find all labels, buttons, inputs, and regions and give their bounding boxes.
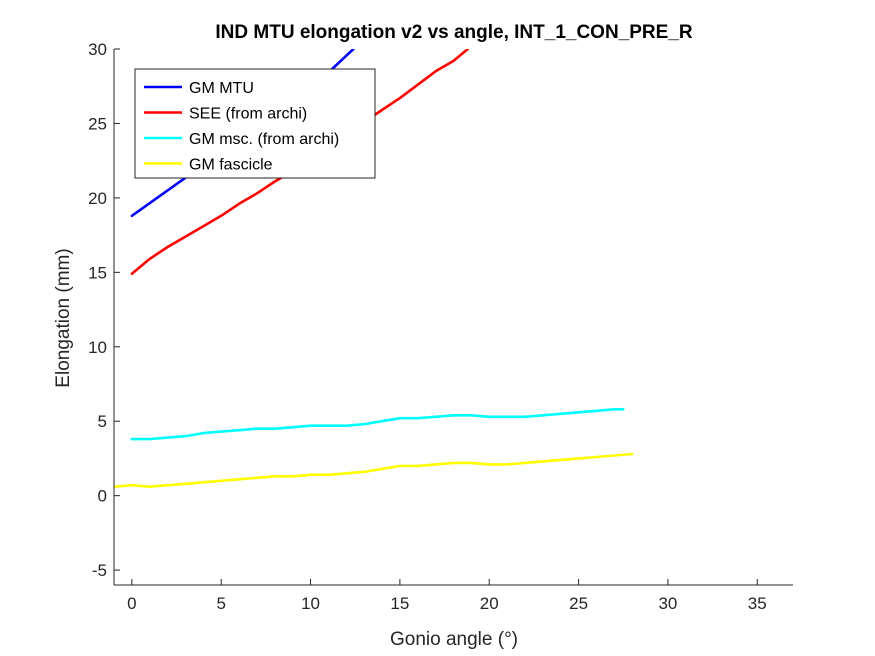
y-tick-label: 25 — [88, 114, 107, 133]
legend-label-2: SEE (from archi) — [189, 106, 307, 123]
x-tick-label: 25 — [569, 594, 588, 613]
legend: GM MTU SEE (from archi) GM msc. (from arch… — [134, 68, 376, 179]
y-tick-label: 5 — [98, 412, 107, 431]
y-tick-label: 0 — [98, 487, 107, 506]
axes: 0 5 10 15 20 25 30 35 -5 0 5 10 15 20 25 30 — [88, 40, 793, 613]
legend-label-3: GM msc. (from archi) — [189, 131, 339, 148]
x-axis-label: Gonio angle (°) — [390, 629, 518, 650]
chart-title: IND MTU elongation v2 vs angle, INT_1_CO… — [215, 22, 692, 43]
y-tick-label: 30 — [88, 40, 107, 59]
x-tick-label: 0 — [127, 594, 136, 613]
y-axis-label: Elongation (mm) — [53, 248, 74, 387]
series-line-3 — [130, 407, 625, 441]
x-tick-label: 15 — [390, 594, 409, 613]
x-tick-label: 35 — [748, 594, 767, 613]
y-tick-label: -5 — [92, 561, 107, 580]
legend-label-1: GM MTU — [189, 80, 254, 97]
series-line-4 — [114, 452, 634, 489]
y-tick-label: 10 — [88, 338, 107, 357]
x-tick-label: 10 — [301, 594, 320, 613]
x-tick-label: 30 — [658, 594, 677, 613]
x-tick-label: 5 — [216, 594, 225, 613]
x-tick-label: 20 — [480, 594, 499, 613]
legend-label-4: GM fascicle — [189, 157, 273, 174]
y-tick-label: 15 — [88, 263, 107, 282]
y-tick-label: 20 — [88, 189, 107, 208]
